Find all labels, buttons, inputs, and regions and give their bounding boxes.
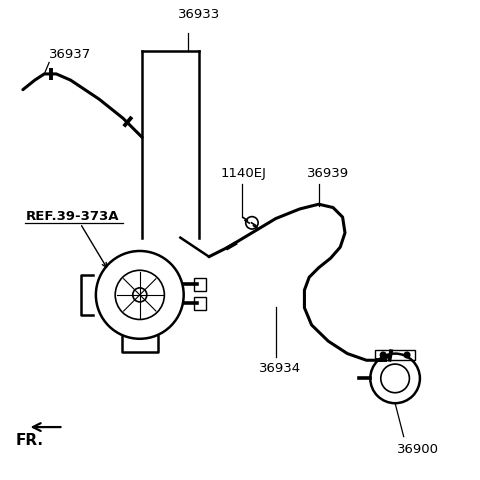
Text: 1140EJ: 1140EJ [221,168,267,180]
Text: 36939: 36939 [307,168,349,180]
Text: REF.39-373A: REF.39-373A [25,210,119,223]
FancyArrowPatch shape [82,226,107,267]
Circle shape [404,352,410,358]
Text: 36933: 36933 [178,9,221,22]
Text: 36900: 36900 [397,443,440,456]
Text: 36937: 36937 [49,48,91,61]
Text: FR.: FR. [16,433,44,448]
Text: 36934: 36934 [259,362,301,375]
Circle shape [380,352,386,358]
